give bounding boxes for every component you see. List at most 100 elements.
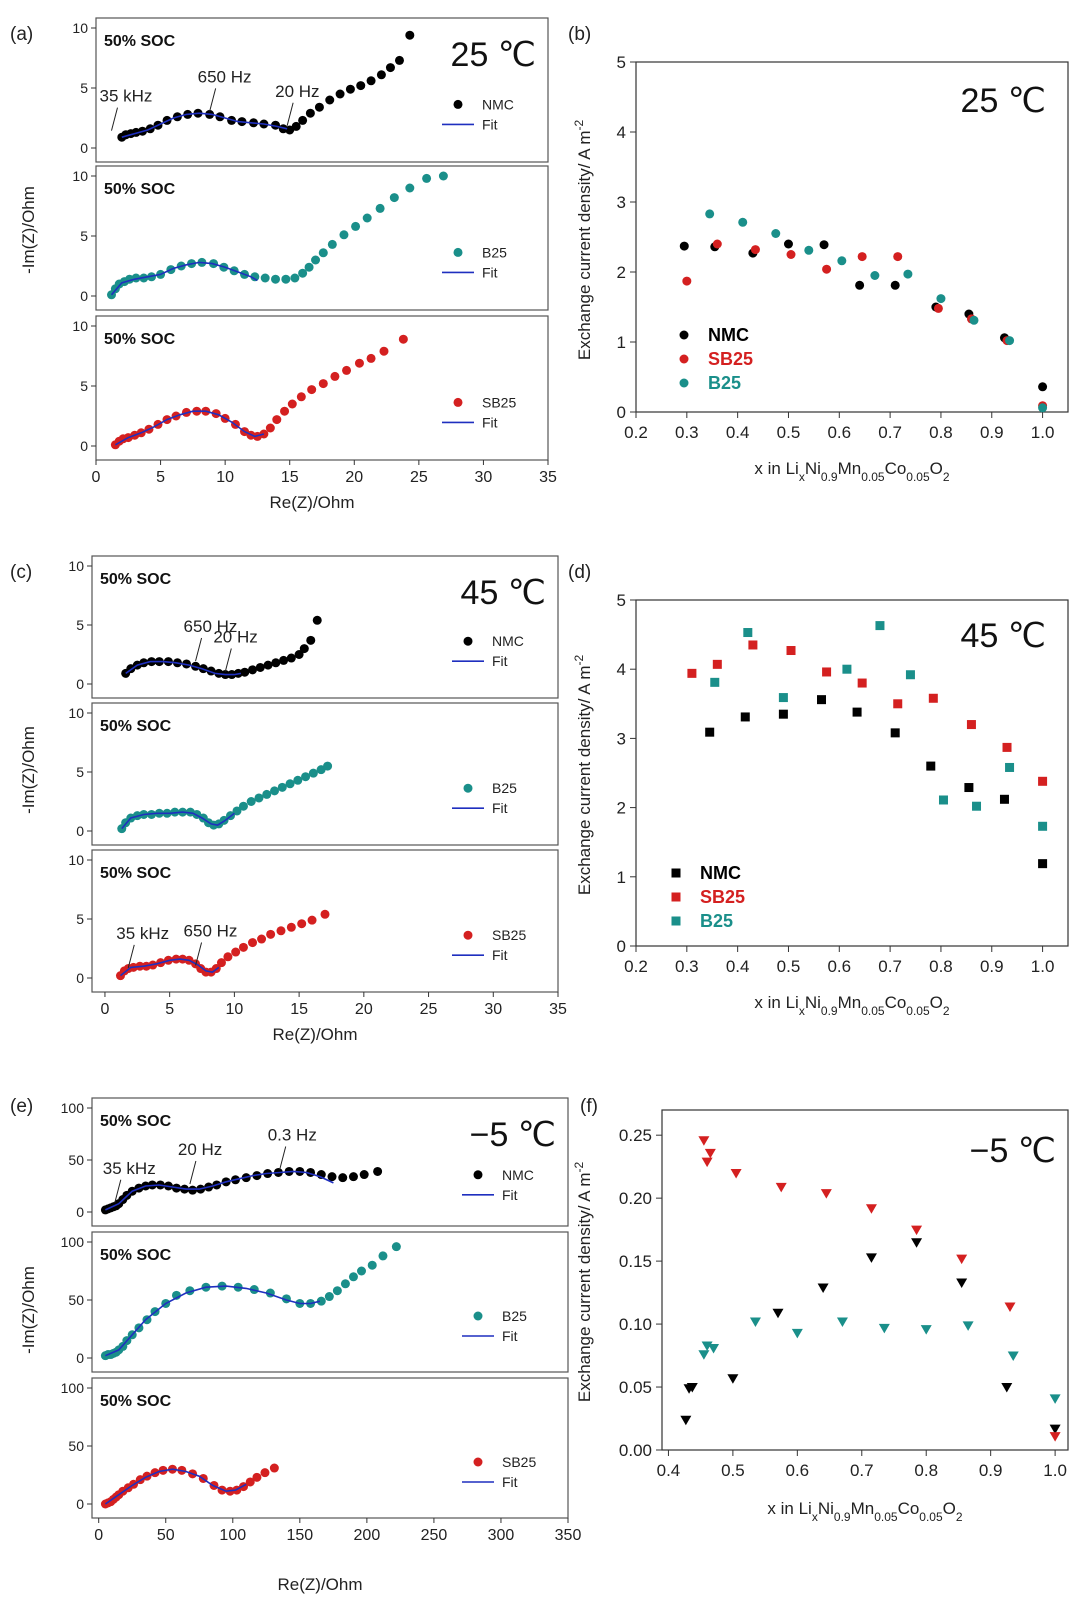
legend-label: Fit — [492, 800, 508, 816]
eis-subplot: 0 5 10 50% SOC B25 Fit — [72, 165, 549, 311]
data-point-sb25 — [822, 667, 832, 677]
axis-label-part: 0.9 — [834, 1510, 851, 1524]
data-point-b25 — [348, 1272, 358, 1282]
y-tick-label: 5 — [617, 591, 626, 610]
data-point-b25 — [422, 173, 432, 183]
data-point-b25 — [791, 1328, 803, 1339]
axis-label-part: 0.9 — [821, 470, 838, 484]
y-tick-label: 50 — [68, 1438, 84, 1454]
data-point-b25 — [938, 795, 948, 805]
data-point-b25 — [339, 230, 349, 240]
y-tick-label: 50 — [68, 1292, 84, 1308]
annotation-leader — [189, 1160, 197, 1185]
data-point-nmc — [890, 280, 900, 290]
y-tick-label: 2 — [617, 263, 626, 282]
axis-label-part: 0.05 — [906, 470, 930, 484]
data-point-sb25 — [379, 346, 389, 356]
axis-label-part: x — [799, 1004, 805, 1018]
data-point-nmc — [345, 84, 355, 94]
legend-marker — [473, 1170, 483, 1180]
plot-frame — [635, 599, 1069, 947]
subplot-frame — [91, 849, 559, 993]
x-axis-label: x in LixNi0.9Mn0.05Co0.05O2 — [754, 459, 949, 484]
axis-label-part: 0.9 — [821, 1004, 838, 1018]
axis-label-part: 2 — [943, 470, 950, 484]
data-point-nmc — [279, 655, 289, 665]
data-point-b25 — [270, 786, 280, 796]
data-point-b25 — [391, 1242, 401, 1252]
data-point-nmc — [890, 728, 900, 738]
data-point-b25 — [327, 239, 337, 249]
x-axis-label: Re(Z)/Ohm — [278, 1575, 363, 1594]
data-point-sb25 — [1004, 1302, 1016, 1312]
y-tick-label: 1 — [617, 868, 626, 887]
legend-marker — [463, 636, 473, 646]
y-axis-label: Exchange current density/ A m-2 — [572, 120, 594, 361]
x-tick-label: 200 — [354, 1527, 381, 1544]
legend-marker — [671, 892, 681, 902]
y-tick-label: 5 — [76, 764, 84, 780]
data-point-nmc — [926, 761, 936, 771]
y-tick-label: 0.10 — [619, 1315, 652, 1334]
data-point-nmc — [405, 30, 415, 40]
axis-label-part: x — [812, 1510, 818, 1524]
legend-marker — [671, 916, 681, 926]
data-point-sb25 — [269, 1463, 279, 1473]
data-point-nmc — [298, 115, 308, 125]
annotation-leader — [286, 102, 294, 126]
data-point-nmc — [740, 712, 750, 722]
panel-label: (b) — [568, 24, 591, 45]
data-point-sb25 — [252, 1472, 262, 1482]
x-tick-label: 350 — [555, 1527, 582, 1544]
y-tick-label: 5 — [617, 53, 626, 72]
data-point-nmc — [819, 240, 829, 250]
y-tick-label: 0.00 — [619, 1441, 652, 1460]
x-tick-label: 0.5 — [777, 423, 801, 442]
x-tick-label: 15 — [281, 469, 299, 486]
axis-label-part: 2 — [956, 1510, 963, 1524]
legend-marker — [679, 354, 689, 364]
data-point-b25 — [936, 294, 946, 304]
legend-label: Fit — [502, 1187, 518, 1203]
legend-marker — [453, 247, 463, 257]
y-tick-label: 3 — [617, 193, 626, 212]
axis-label-part: O — [930, 459, 943, 478]
frequency-annotation: 650 Hz — [184, 922, 238, 941]
x-tick-label: 30 — [484, 1001, 502, 1018]
data-point-sb25 — [1002, 742, 1012, 752]
x-tick-label: 1.0 — [1031, 423, 1055, 442]
data-point-nmc — [271, 120, 281, 130]
x-tick-label: 30 — [475, 469, 493, 486]
y-tick-label: 50 — [68, 1152, 84, 1168]
data-point-b25 — [238, 801, 248, 811]
data-point-sb25 — [775, 1182, 787, 1193]
data-point-nmc — [299, 644, 309, 654]
data-point-nmc — [291, 121, 301, 131]
data-point-sb25 — [231, 947, 241, 957]
data-point-nmc — [772, 1308, 784, 1319]
data-point-nmc — [680, 1415, 692, 1426]
subplot-frame — [95, 315, 549, 461]
axis-label-part: Mn — [851, 1499, 875, 1518]
axis-label-part: 0.05 — [919, 1510, 943, 1524]
legend-label: SB25 — [708, 349, 753, 369]
x-tick-label: 25 — [420, 1001, 438, 1018]
fit-line — [105, 1285, 321, 1357]
y-axis-label: Exchange current density/ A m-2 — [572, 1162, 594, 1403]
legend-marker — [473, 1457, 483, 1467]
data-point-b25 — [332, 1286, 342, 1296]
x-tick-label: 0.4 — [726, 957, 750, 976]
legend-label: SB25 — [502, 1454, 536, 1470]
legend-label: NMC — [482, 96, 514, 112]
data-point-sb25 — [272, 415, 282, 425]
fit-line — [115, 410, 265, 446]
data-point-b25 — [405, 183, 415, 193]
x-tick-label: 0.7 — [878, 423, 902, 442]
panel-label: (c) — [10, 562, 32, 583]
x-tick-label: 5 — [156, 469, 165, 486]
exchange-panel-b: 0.2 0.3 0.4 0.5 0.6 0.7 0.8 0.9 1.0 0 1 2 3 4 5 x in Li… — [572, 53, 1069, 484]
panel-label: (f) — [580, 1096, 598, 1117]
x-tick-label: 5 — [165, 1001, 174, 1018]
data-point-b25 — [705, 209, 715, 219]
